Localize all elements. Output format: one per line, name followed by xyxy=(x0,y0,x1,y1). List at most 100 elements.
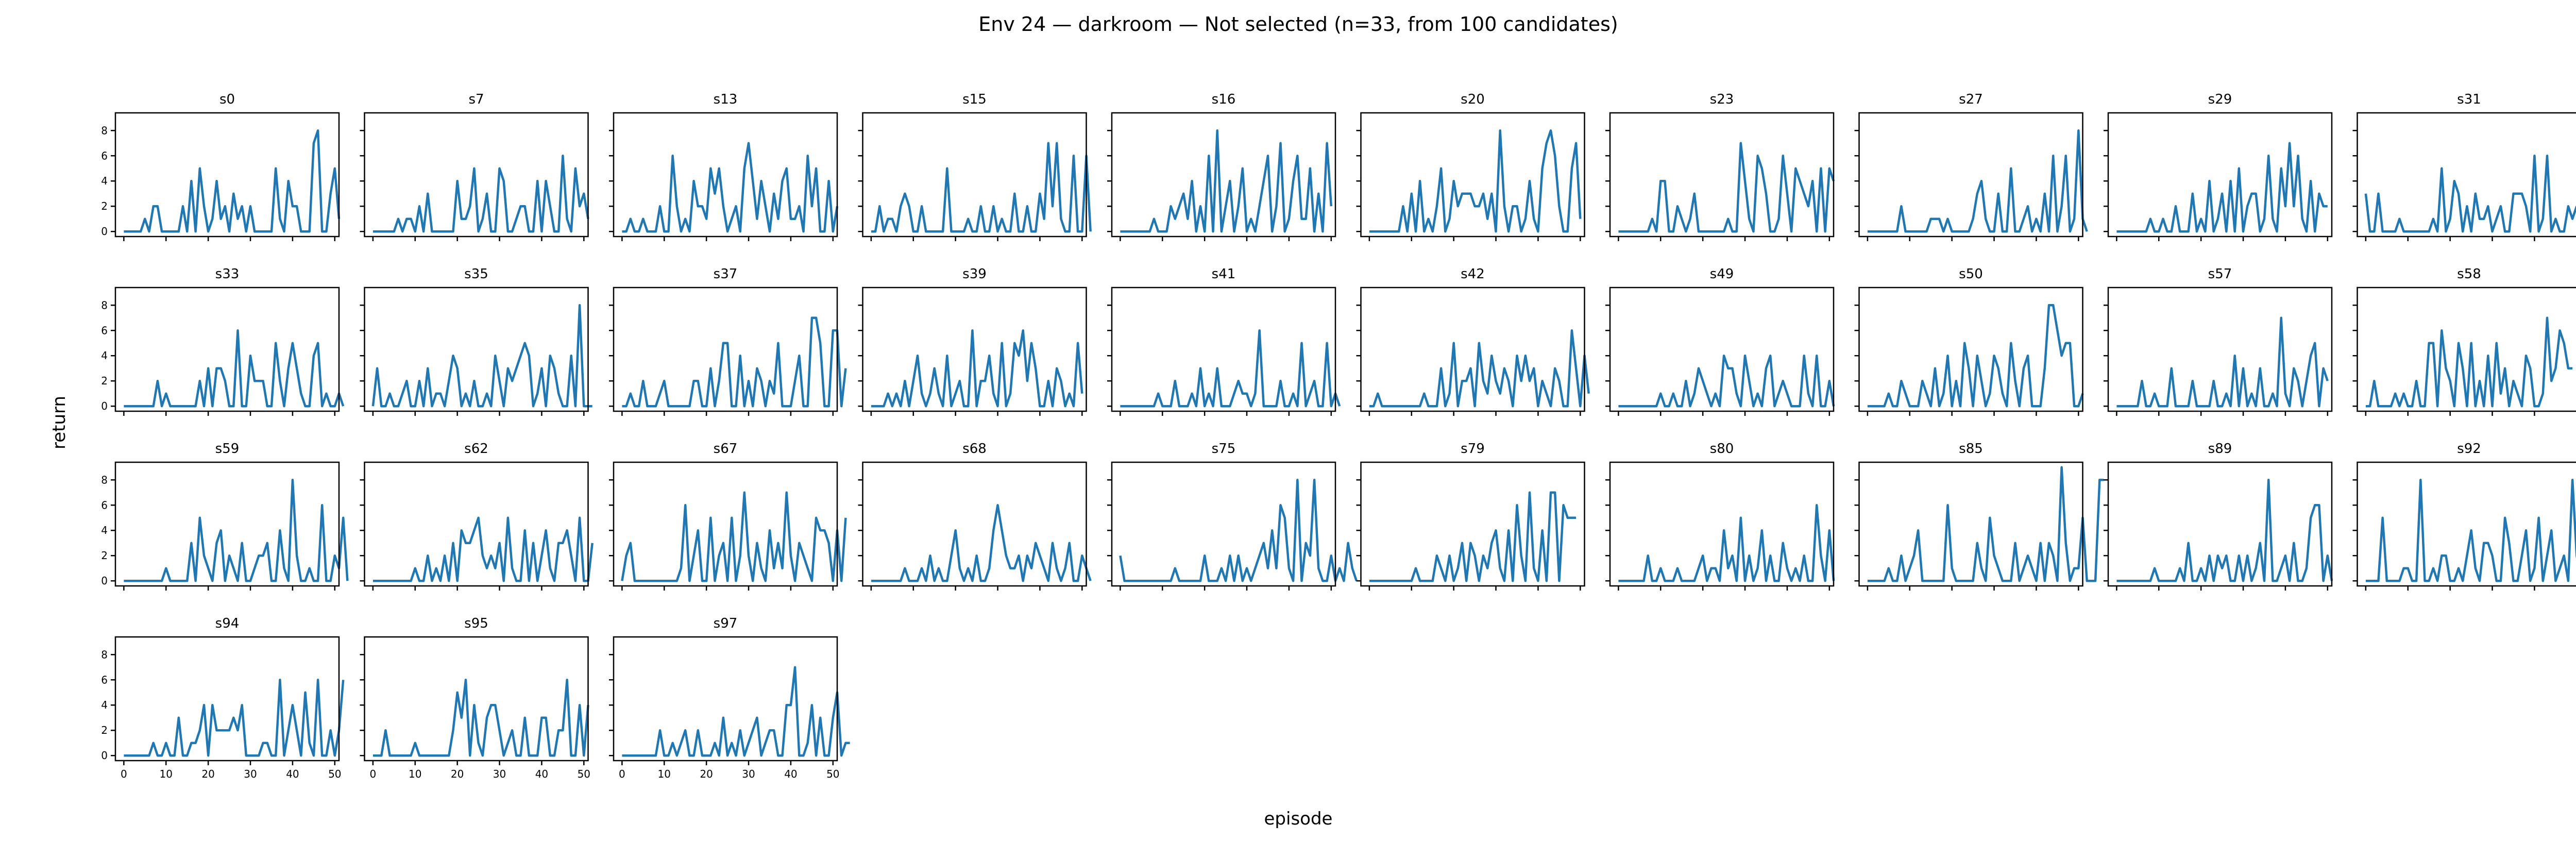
subplot-s16: s16 xyxy=(1107,92,1336,241)
series-line xyxy=(1867,466,2104,582)
subplot-s20: s20 xyxy=(1356,92,1585,241)
subplot-s35: s35 xyxy=(360,266,592,416)
x-tick-label: 50 xyxy=(826,768,839,780)
y-tick-label: 0 xyxy=(101,400,108,412)
plot-frame xyxy=(1111,287,1336,412)
plot-frame xyxy=(114,461,340,587)
subplot-s7: s7 xyxy=(360,92,589,241)
subplot-title: s20 xyxy=(1461,92,1485,107)
plot-frame xyxy=(364,112,589,238)
subplot-title: s79 xyxy=(1461,441,1485,457)
series-line xyxy=(372,679,589,757)
series-line xyxy=(124,479,349,582)
series-line xyxy=(372,516,594,582)
subplot-s42: s42 xyxy=(1356,266,1590,416)
series-line xyxy=(1618,354,1835,408)
figure-title: Env 24 — darkroom — Not selected (n=33, … xyxy=(978,13,1618,36)
series-line xyxy=(622,316,847,408)
series-line xyxy=(2365,479,2576,582)
subplot-title: s31 xyxy=(2457,92,2481,107)
subplot-title: s13 xyxy=(714,92,738,107)
subplot-title: s16 xyxy=(1212,92,1236,107)
series-line xyxy=(871,142,1092,233)
x-tick-label: 0 xyxy=(121,768,127,780)
plot-frame xyxy=(613,461,838,587)
subplot-s0: s0 0 2 4 6 8 xyxy=(101,92,341,241)
x-tick-label: 10 xyxy=(409,768,421,780)
series-line xyxy=(124,129,341,233)
plot-frame xyxy=(114,287,340,412)
subplot-title: s0 xyxy=(219,92,235,107)
subplot-s49: s49 xyxy=(1605,266,1835,416)
y-tick-label: 4 xyxy=(101,699,108,711)
y-tick-label: 4 xyxy=(101,175,108,187)
plot-frame xyxy=(1858,112,2083,238)
x-tick-label: 30 xyxy=(742,768,755,780)
subplot-title: s58 xyxy=(2457,266,2481,282)
subplot-s58: s58 xyxy=(2352,266,2576,416)
subplot-s89: s89 xyxy=(2104,441,2333,591)
y-tick-label: 6 xyxy=(101,499,108,511)
subplot-s67: s67 xyxy=(609,441,847,591)
x-axis-label: episode xyxy=(1264,809,1333,829)
plot-frame xyxy=(1609,287,1835,412)
subplot-s31: s31 xyxy=(2352,92,2576,241)
subplot-title: s80 xyxy=(1710,441,1734,457)
x-tick-label: 30 xyxy=(244,768,257,780)
subplot-title: s97 xyxy=(714,616,738,631)
series-line xyxy=(1119,479,1358,582)
series-line xyxy=(1867,304,2084,408)
y-tick-label: 8 xyxy=(101,648,108,661)
x-tick-label: 0 xyxy=(619,768,625,780)
subplot-title: s68 xyxy=(962,441,987,457)
series-line xyxy=(124,329,345,408)
y-axis-label: return xyxy=(49,396,70,449)
plot-frame xyxy=(364,636,589,762)
series-line xyxy=(1120,329,1341,408)
plot-frame xyxy=(364,461,589,587)
subplot-title: s50 xyxy=(1959,266,1983,282)
series-line xyxy=(2365,316,2573,408)
subplot-title: s39 xyxy=(962,266,987,282)
y-tick-label: 8 xyxy=(101,124,108,137)
series-line xyxy=(1867,129,2088,233)
plot-frame xyxy=(1858,287,2083,412)
subplot-title: s59 xyxy=(215,441,240,457)
subplot-s75: s75 xyxy=(1107,441,1358,591)
subplot-title: s23 xyxy=(1710,92,1734,107)
series-line xyxy=(1369,129,1582,233)
subplot-title: s62 xyxy=(464,441,488,457)
plot-frame xyxy=(613,112,838,238)
series-line xyxy=(871,504,1092,582)
subplot-s37: s37 xyxy=(609,266,847,416)
subplot-title: s95 xyxy=(464,616,488,631)
subplot-s50: s50 xyxy=(1854,266,2084,416)
subplot-s41: s41 xyxy=(1107,266,1341,416)
subplot-s79: s79 xyxy=(1356,441,1585,591)
plot-frame xyxy=(2107,287,2333,412)
subplot-title: s75 xyxy=(1212,441,1236,457)
x-tick-label: 20 xyxy=(451,768,464,780)
subplot-s97: s97 0 10 20 30 40 50 xyxy=(609,616,850,780)
plot-frame xyxy=(1858,461,2083,587)
series-line xyxy=(372,155,589,233)
x-tick-label: 40 xyxy=(784,768,797,780)
subplot-title: s33 xyxy=(215,266,240,282)
subplot-grid: s0 0 2 4 6 8 s7 s13 s15 s16 s20 s23 s27 s29 s31 s33 0 2 4 6… xyxy=(101,92,2576,780)
subplot-s92: s92 xyxy=(2352,441,2576,591)
plot-frame xyxy=(2357,112,2576,238)
y-tick-label: 0 xyxy=(101,225,108,238)
y-tick-label: 8 xyxy=(101,299,108,311)
series-line xyxy=(2116,142,2328,233)
subplot-title: s15 xyxy=(962,92,987,107)
y-tick-label: 4 xyxy=(101,349,108,362)
series-line xyxy=(1618,504,1835,582)
plot-frame xyxy=(862,461,1087,587)
subplot-s15: s15 xyxy=(858,92,1092,241)
subplot-title: s49 xyxy=(1710,266,1734,282)
subplot-s62: s62 xyxy=(360,441,594,591)
subplot-s85: s85 xyxy=(1854,441,2104,591)
subplot-s94: s94 0 2 4 6 8 0 10 20 30 40 50 xyxy=(101,616,345,780)
subplot-title: s92 xyxy=(2457,441,2481,457)
subplot-title: s41 xyxy=(1212,266,1236,282)
